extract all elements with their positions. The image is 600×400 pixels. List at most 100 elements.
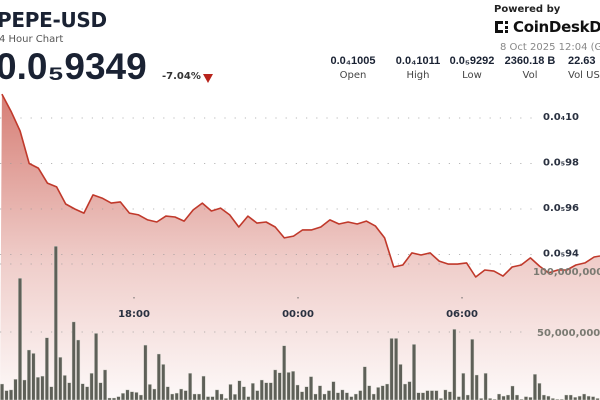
volume-bar	[107, 397, 112, 400]
volume-bar	[425, 390, 430, 400]
volume-bar	[103, 369, 107, 400]
volume-bar	[582, 393, 587, 400]
stat-open: 0.0₄1005 Open	[313, 55, 393, 81]
volume-bar	[241, 386, 246, 400]
stat-label: Low	[462, 70, 482, 81]
volume-bar	[94, 333, 99, 400]
volume-bar	[362, 366, 367, 400]
volume-bar	[13, 379, 18, 400]
volume-bar	[358, 390, 363, 400]
price-line	[1, 93, 600, 278]
volume-bar	[353, 393, 358, 400]
volume-bar	[18, 278, 22, 400]
price-tick-label: 0.0₅94	[543, 249, 579, 260]
price-change: -7.04%	[162, 71, 201, 82]
volume-bar	[340, 389, 345, 400]
volume-bar	[291, 371, 296, 400]
volume-bar	[412, 344, 416, 400]
volume-bar	[430, 390, 434, 400]
volume-bar	[470, 339, 475, 400]
volume-bar	[286, 372, 291, 400]
volume-bar	[533, 374, 537, 400]
volume-bar	[322, 393, 327, 400]
volume-bar	[165, 386, 170, 400]
volume-bar	[125, 389, 130, 400]
volume-bar	[327, 390, 331, 400]
symbol-title: PEPE-USD	[0, 8, 107, 32]
volume-bar	[67, 382, 72, 400]
stat-value: 2360.18 B	[504, 55, 556, 67]
chart-period: 4 Hour Chart	[0, 34, 64, 45]
volume-bar	[371, 393, 376, 400]
volume-bar	[76, 339, 81, 400]
volume-bar	[407, 381, 412, 400]
volume-bar	[44, 337, 49, 400]
price-tick-label: 0.0₅96	[543, 203, 579, 214]
volume-bar	[304, 386, 309, 400]
volume-bar	[380, 385, 385, 400]
coindesk-logo-icon	[495, 21, 508, 33]
volume-bar	[183, 390, 188, 400]
volume-bar	[58, 357, 63, 400]
volume-bar	[515, 394, 519, 400]
volume-bar	[501, 395, 506, 400]
volume-bar	[116, 396, 121, 400]
volume-bar	[309, 376, 313, 400]
volume-bar	[416, 392, 421, 400]
volume-bar	[336, 392, 340, 400]
volume-bar	[385, 383, 390, 400]
volume-bar	[376, 387, 381, 400]
volume-bar	[264, 382, 269, 400]
volume-bar	[134, 392, 139, 400]
volume-bar	[259, 379, 264, 400]
volume-bar	[36, 377, 40, 400]
volume-bar	[210, 396, 215, 400]
price-tick-label: 0.0₄10	[543, 112, 579, 123]
volume-bar	[344, 392, 349, 400]
volume-bar	[537, 383, 542, 400]
volume-bar	[367, 385, 372, 400]
volume-bar	[22, 379, 27, 400]
volume-bar	[421, 392, 425, 400]
volume-bar	[89, 373, 94, 400]
current-price: 0.0₅9349	[0, 46, 147, 87]
x-tick-label: 18:00	[118, 309, 150, 320]
stat-label: Vol	[522, 70, 538, 81]
volume-bar	[268, 382, 273, 400]
stat-value: 0.0₅9292	[449, 55, 495, 67]
volume-bar	[465, 394, 470, 400]
volume-bar	[394, 338, 399, 400]
volume-bar	[577, 395, 582, 400]
volume-bar	[228, 384, 233, 400]
volume-bar	[282, 345, 287, 400]
volume-bar	[197, 393, 201, 400]
stat-label: High	[406, 70, 430, 81]
volume-bar	[156, 353, 161, 400]
x-axis: 18:00 00:00 06:00	[118, 297, 478, 320]
timestamp: 8 Oct 2025 12:04 (GMT	[500, 42, 600, 53]
volume-bar	[112, 397, 116, 400]
volume-bar	[143, 344, 148, 400]
volume-bar	[273, 369, 278, 400]
x-tick-mark	[133, 297, 135, 299]
volume-bars	[0, 246, 600, 400]
volume-bar	[389, 338, 394, 400]
stat-high: 0.0₄1011 High	[378, 55, 458, 81]
volume-bar	[170, 393, 175, 400]
volume-bar	[206, 396, 210, 400]
volume-bar	[318, 385, 322, 400]
volume-bar	[564, 394, 569, 400]
stat-low: 0.0₅9292 Low	[432, 55, 512, 81]
volume-bar	[152, 388, 157, 400]
volume-bar	[40, 375, 45, 400]
volume-bar	[506, 394, 510, 400]
x-tick-mark	[461, 297, 463, 299]
coindesk-data-logo: CoinDeskDat	[494, 18, 600, 36]
gridlines	[0, 117, 540, 333]
volume-bar	[201, 375, 206, 400]
x-tick-mark	[297, 297, 299, 299]
volume-tick-label: 50,000,000,000	[537, 328, 600, 339]
volume-bar	[31, 353, 36, 400]
x-tick-label: 00:00	[282, 309, 314, 320]
